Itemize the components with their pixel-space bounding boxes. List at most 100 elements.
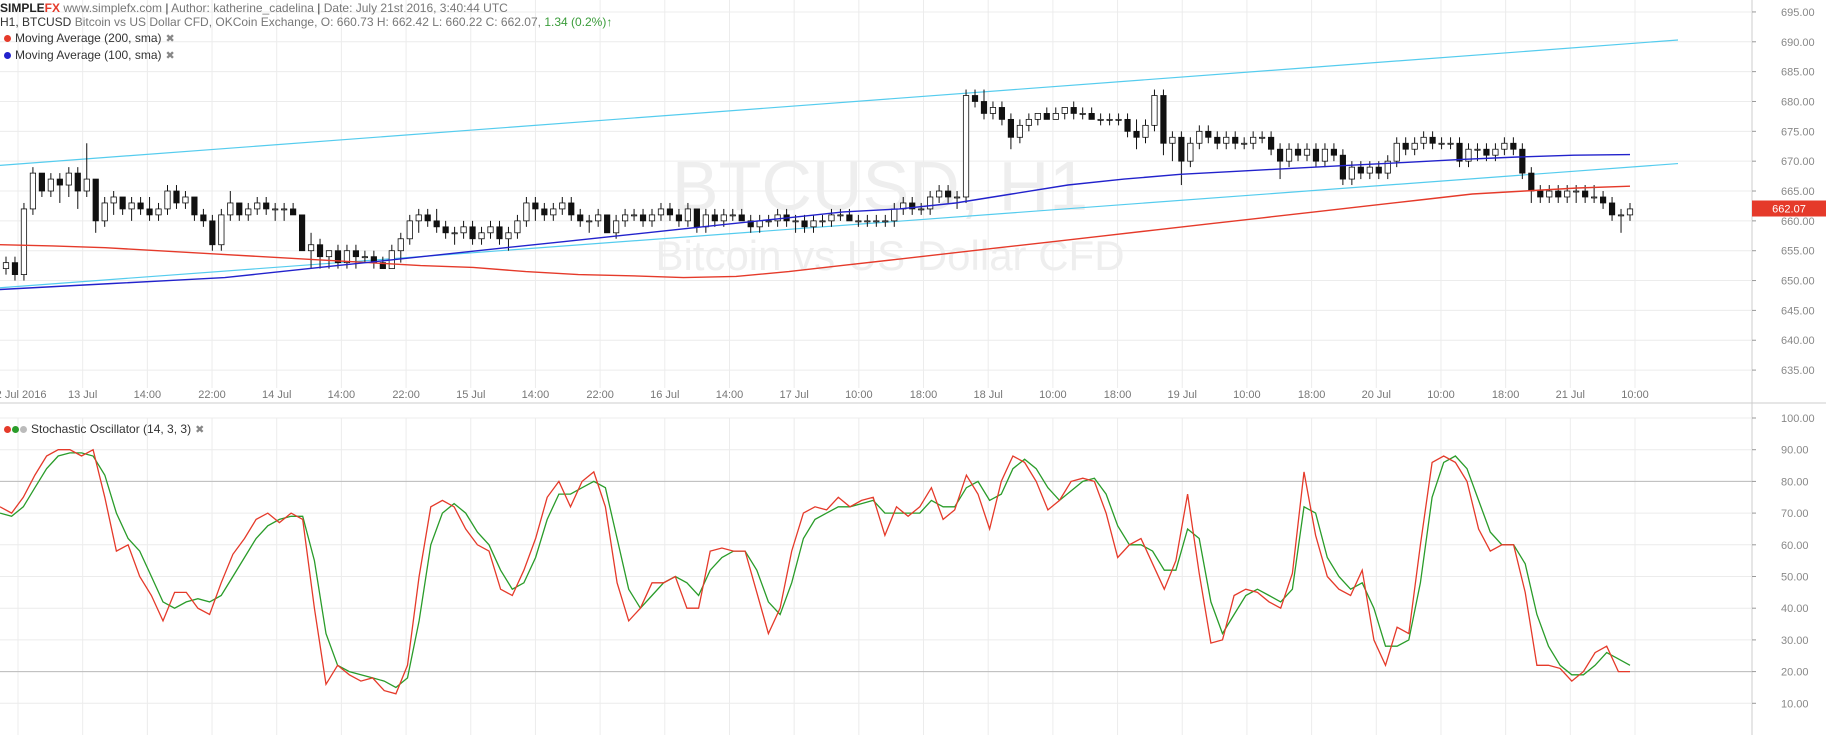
candle-body [1232,136,1239,144]
candle-body [765,220,772,223]
candle-body [666,208,674,216]
candle-body [1411,142,1418,150]
x-tick-label: 18:00 [910,389,938,401]
osc-y-tick-label: 40.00 [1781,603,1809,615]
candle-body [397,238,404,252]
candle-body [128,202,135,210]
candle-body [1007,118,1014,138]
candle-body [962,95,970,198]
legend-ma100[interactable]: Moving Average (100, sma) ✖ [4,48,175,62]
author-text: Author: katherine_cadelina [171,1,314,15]
candle-body [460,226,467,234]
candle-body [74,172,81,192]
candle-body [1025,118,1032,126]
y-tick-label: 675.00 [1781,126,1815,138]
candle-body [1196,130,1203,144]
channel-lower-line [0,162,1679,289]
candle-body [38,172,45,192]
osc-y-tick-label: 70.00 [1781,508,1809,520]
candle-body [218,214,225,246]
candle-body [819,220,826,223]
candle-body [1492,148,1499,156]
x-tick-label: 16 Jul [650,389,679,401]
candle-body [648,214,656,222]
close-icon[interactable]: ✖ [165,33,175,45]
candle-body [1510,142,1517,150]
candle-body [702,214,709,228]
candle-body [182,196,189,204]
candle-body [1456,142,1463,162]
candle-body [998,107,1006,120]
y-tick-label: 670.00 [1781,156,1815,168]
candle-body [756,220,763,228]
x-tick-label: 18:00 [1298,389,1326,401]
x-tick-label: 10:00 [1039,389,1067,401]
candle-body [227,202,234,216]
candle-body [1591,196,1598,199]
site-url[interactable]: www.simplefx.com [63,1,163,15]
candle-body [1321,148,1329,162]
candle-body [1178,136,1185,162]
symbol-row: H1, BTCUSD Bitcoin vs US Dollar CFD, OKC… [0,15,612,29]
osc-y-tick-label: 30.00 [1781,635,1809,647]
candle-body [738,214,745,222]
x-tick-label: 14:00 [716,389,744,401]
candle-body [864,220,871,223]
candle-body [1617,214,1625,217]
candle-body [909,202,916,210]
osc-y-tick-label: 80.00 [1781,476,1809,488]
candle-body [415,214,422,222]
candle-body [272,208,279,211]
candle-body [846,214,853,222]
candle-body [307,244,315,252]
legend-ma200[interactable]: Moving Average (200, sma) ✖ [4,31,175,45]
stochastic-k-line [0,448,1630,695]
candle-body [945,190,952,198]
candle-body [1402,142,1409,150]
x-tick-label: 22:00 [198,389,226,401]
current-price-tag [1752,200,1826,217]
candle-body [236,202,243,216]
chart-header: SIMPLEFX www.simplefx.com | Author: kath… [0,1,508,15]
candle-body [541,208,548,216]
candle-body [155,208,162,216]
candle-body [1348,166,1355,180]
candle-body [20,208,28,275]
candle-body [1070,107,1077,114]
candle-body [200,214,207,222]
candle-body [209,220,216,246]
candle-body [684,208,691,222]
legend-stochastic[interactable]: Stochastic Oscillator (14, 3, 3) ✖ [4,422,204,436]
stochastic-label: Stochastic Oscillator (14, 3, 3) [31,422,192,436]
candle-body [837,214,844,217]
candle-body [1133,130,1140,138]
candle-body [774,214,781,222]
x-tick-label: 19 Jul [1168,389,1197,401]
candle-body [586,220,593,223]
ma200-line [0,185,1631,279]
osc-y-tick-label: 10.00 [1781,698,1809,710]
x-tick-label: 22:00 [586,389,614,401]
candle-body [1599,196,1607,204]
close-icon[interactable]: ✖ [195,424,205,436]
candle-body [424,214,431,222]
candle-body [505,232,512,240]
candle-body [595,214,602,222]
x-tick-label: 21 Jul [1556,389,1585,401]
candle-body [1555,190,1562,198]
candle-body [2,262,10,270]
y-tick-label: 695.00 [1781,7,1815,19]
candle-body [936,190,943,198]
candle-body [873,220,880,223]
osc-y-tick-label: 90.00 [1781,445,1809,457]
candle-body [137,202,144,210]
y-tick-label: 680.00 [1781,96,1815,108]
close-icon[interactable]: ✖ [165,50,175,62]
candle-body [47,178,54,192]
candle-body [1528,172,1535,192]
candle-body [1546,190,1553,198]
candle-body [1106,118,1113,121]
candle-body [451,232,458,235]
y-tick-label: 645.00 [1781,305,1815,317]
